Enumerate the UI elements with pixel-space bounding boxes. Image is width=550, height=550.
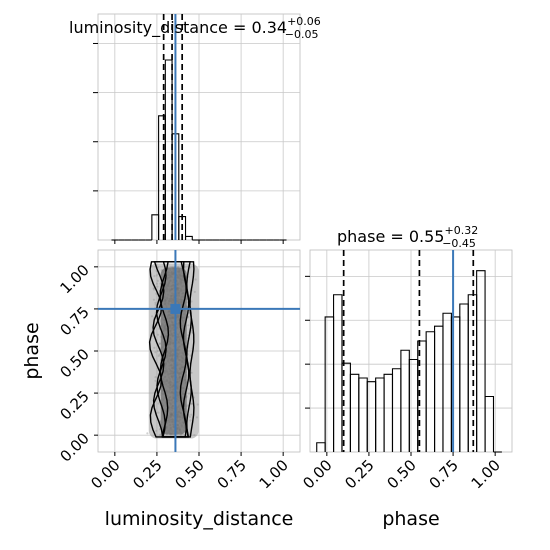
histogram-bar — [358, 377, 368, 452]
histogram-bar — [408, 358, 419, 452]
x-tick-label: 1.00 — [256, 456, 292, 492]
histogram-bar — [400, 349, 410, 452]
contours — [148, 261, 195, 438]
truth-lines — [98, 250, 300, 452]
histogram-bar — [391, 368, 402, 452]
histogram-bar — [442, 312, 452, 452]
histogram-bar — [476, 270, 486, 452]
phase-title: phase = 0.55+0.32 −0.45 — [337, 224, 478, 250]
histogram-bar — [164, 59, 173, 240]
histogram-bar — [366, 381, 377, 452]
x-tick-label: 0.00 — [299, 456, 335, 492]
ticks — [93, 42, 284, 244]
y-tick-label: 0.25 — [56, 387, 92, 423]
x-axis-label-phase: phase — [382, 508, 439, 530]
y-axis-label-phase: phase — [21, 322, 43, 379]
x-axis-label-luminosity-distance: luminosity_distance — [105, 508, 294, 530]
histogram-bar — [375, 377, 385, 452]
histogram-bar — [383, 373, 394, 452]
x-tick-label: 0.25 — [341, 456, 377, 492]
truth-marker — [170, 303, 181, 314]
histogram-bar — [151, 214, 160, 240]
x-tick-label: 0.75 — [426, 456, 462, 492]
luminosity-distance-histogram-panel: luminosity_distance = 0.34+0.06 −0.05 — [69, 13, 321, 244]
grid — [98, 14, 300, 240]
contour-line — [148, 261, 195, 438]
y-tick-label: 0.00 — [56, 429, 92, 465]
x-tick-label: 0.00 — [87, 456, 123, 492]
x-tick-label: 0.25 — [129, 456, 165, 492]
histogram-bar — [316, 442, 326, 452]
y-tick-label: 1.00 — [56, 261, 92, 297]
grid — [98, 250, 300, 452]
quantile-lines — [342, 250, 475, 452]
histogram-bar — [425, 331, 436, 452]
histogram — [111, 59, 287, 241]
x-tick-label: 0.50 — [171, 456, 207, 492]
histogram-bar — [324, 316, 335, 452]
quantile-lines — [162, 14, 184, 240]
joint-distribution-panel: 0.00 0.25 0.50 0.75 1.000.000.250.500.751.00… — [21, 249, 301, 530]
grid — [310, 250, 512, 452]
x-tick-label: 0.75 — [214, 456, 250, 492]
y-tick-label: 0.75 — [56, 303, 92, 339]
histogram-bar — [434, 325, 444, 452]
phase-histogram-panel: 0.00 0.25 0.50 0.75 1.00 phase = 0.55+0.32 −0… — [299, 224, 513, 530]
histogram-bar — [341, 362, 351, 452]
sample-point — [146, 432, 149, 435]
histogram-bar — [349, 373, 360, 452]
luminosity-distance-title: luminosity_distance = 0.34+0.06 −0.05 — [69, 15, 321, 41]
histogram-bar — [333, 294, 343, 452]
histogram-bar — [184, 235, 193, 240]
histogram-bar — [484, 395, 495, 452]
x-tick-label: 1.00 — [468, 456, 504, 492]
x-tick-label: 0.50 — [383, 456, 419, 492]
y-tick-label: 0.50 — [56, 345, 92, 381]
histogram-bar — [459, 303, 469, 452]
